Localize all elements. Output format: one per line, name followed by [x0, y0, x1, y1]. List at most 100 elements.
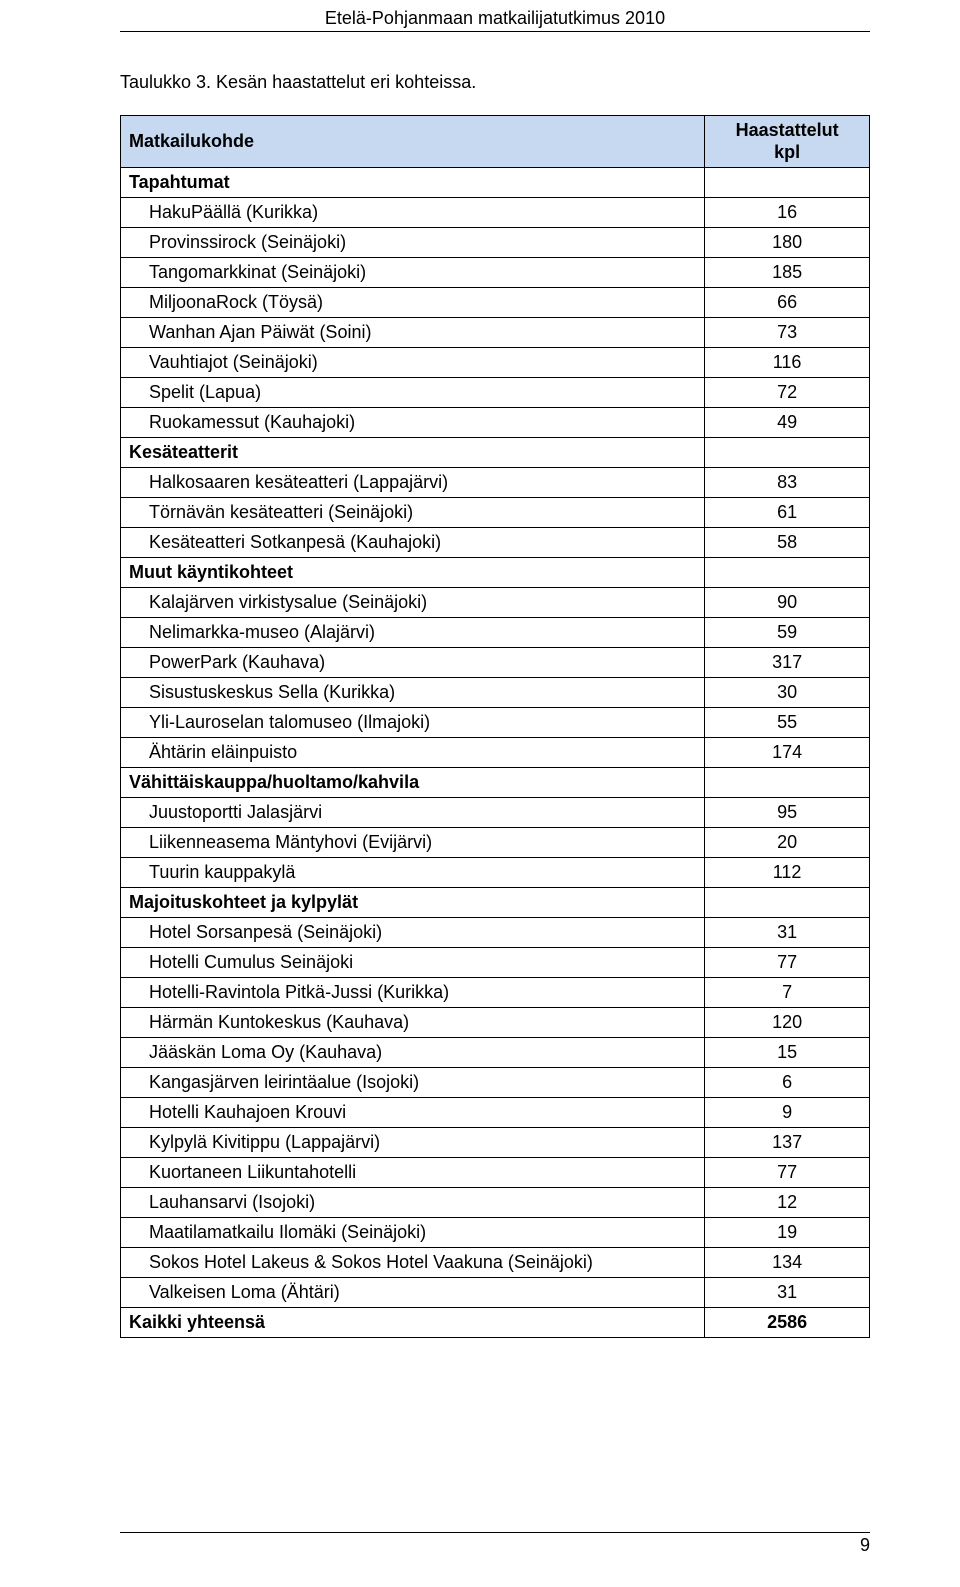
table-row: Nelimarkka-museo (Alajärvi)59: [121, 618, 870, 648]
row-value: 120: [705, 1008, 870, 1038]
table-row: Valkeisen Loma (Ähtäri)31: [121, 1278, 870, 1308]
row-value: 83: [705, 468, 870, 498]
row-value: 90: [705, 588, 870, 618]
section-value-empty: [705, 168, 870, 198]
row-label: Kesäteatteri Sotkanpesä (Kauhajoki): [121, 528, 705, 558]
table-row: Hotel Sorsanpesä (Seinäjoki)31: [121, 918, 870, 948]
table-total-row: Kaikki yhteensä2586: [121, 1308, 870, 1338]
row-label: Hotelli-Ravintola Pitkä-Jussi (Kurikka): [121, 978, 705, 1008]
row-value: 112: [705, 858, 870, 888]
section-title: Tapahtumat: [121, 168, 705, 198]
row-value: 180: [705, 228, 870, 258]
row-value: 16: [705, 198, 870, 228]
table-section-row: Majoituskohteet ja kylpylät: [121, 888, 870, 918]
table-row: Yli-Lauroselan talomuseo (Ilmajoki)55: [121, 708, 870, 738]
row-label: Tangomarkkinat (Seinäjoki): [121, 258, 705, 288]
table-row: Spelit (Lapua)72: [121, 378, 870, 408]
row-label: PowerPark (Kauhava): [121, 648, 705, 678]
row-value: 7: [705, 978, 870, 1008]
table-header-value: Haastattelut kpl: [705, 116, 870, 168]
row-label: Maatilamatkailu Ilomäki (Seinäjoki): [121, 1218, 705, 1248]
table-row: Vauhtiajot (Seinäjoki)116: [121, 348, 870, 378]
row-label: Juustoportti Jalasjärvi: [121, 798, 705, 828]
table-header-label: Matkailukohde: [121, 116, 705, 168]
row-value: 12: [705, 1188, 870, 1218]
table-row: Hotelli Kauhajoen Krouvi9: [121, 1098, 870, 1128]
table-row: Lauhansarvi (Isojoki)12: [121, 1188, 870, 1218]
table-row: Kalajärven virkistysalue (Seinäjoki)90: [121, 588, 870, 618]
row-value: 134: [705, 1248, 870, 1278]
table-row: Hotelli Cumulus Seinäjoki77: [121, 948, 870, 978]
row-label: Törnävän kesäteatteri (Seinäjoki): [121, 498, 705, 528]
row-value: 116: [705, 348, 870, 378]
table-section-row: Kesäteatterit: [121, 438, 870, 468]
row-value: 174: [705, 738, 870, 768]
row-label: Lauhansarvi (Isojoki): [121, 1188, 705, 1218]
table-row: Maatilamatkailu Ilomäki (Seinäjoki)19: [121, 1218, 870, 1248]
table-row: Jääskän Loma Oy (Kauhava)15: [121, 1038, 870, 1068]
table-row: Härmän Kuntokeskus (Kauhava)120: [121, 1008, 870, 1038]
table-row: Törnävän kesäteatteri (Seinäjoki)61: [121, 498, 870, 528]
total-value: 2586: [705, 1308, 870, 1338]
row-value: 20: [705, 828, 870, 858]
row-label: Valkeisen Loma (Ähtäri): [121, 1278, 705, 1308]
table-row: Kuortaneen Liikuntahotelli77: [121, 1158, 870, 1188]
row-label: Halkosaaren kesäteatteri (Lappajärvi): [121, 468, 705, 498]
row-value: 77: [705, 948, 870, 978]
row-value: 19: [705, 1218, 870, 1248]
table-row: Juustoportti Jalasjärvi95: [121, 798, 870, 828]
row-value: 55: [705, 708, 870, 738]
row-value: 72: [705, 378, 870, 408]
total-label: Kaikki yhteensä: [121, 1308, 705, 1338]
row-label: Hotel Sorsanpesä (Seinäjoki): [121, 918, 705, 948]
row-value: 185: [705, 258, 870, 288]
row-value: 6: [705, 1068, 870, 1098]
table-header-value-l2: kpl: [774, 142, 800, 162]
table-section-row: Tapahtumat: [121, 168, 870, 198]
table-row: Liikenneasema Mäntyhovi (Evijärvi)20: [121, 828, 870, 858]
table-caption: Taulukko 3. Kesän haastattelut eri kohte…: [120, 72, 870, 93]
row-label: Yli-Lauroselan talomuseo (Ilmajoki): [121, 708, 705, 738]
section-title: Muut käyntikohteet: [121, 558, 705, 588]
section-title: Vähittäiskauppa/huoltamo/kahvila: [121, 768, 705, 798]
row-value: 95: [705, 798, 870, 828]
row-label: Provinssirock (Seinäjoki): [121, 228, 705, 258]
row-label: Wanhan Ajan Päiwät (Soini): [121, 318, 705, 348]
row-value: 58: [705, 528, 870, 558]
page-number: 9: [120, 1533, 870, 1556]
row-value: 49: [705, 408, 870, 438]
table-row: Tuurin kauppakylä112: [121, 858, 870, 888]
row-value: 61: [705, 498, 870, 528]
row-value: 59: [705, 618, 870, 648]
row-label: Liikenneasema Mäntyhovi (Evijärvi): [121, 828, 705, 858]
row-value: 317: [705, 648, 870, 678]
row-label: Vauhtiajot (Seinäjoki): [121, 348, 705, 378]
row-label: Ruokamessut (Kauhajoki): [121, 408, 705, 438]
row-label: MiljoonaRock (Töysä): [121, 288, 705, 318]
row-value: 15: [705, 1038, 870, 1068]
table-row: MiljoonaRock (Töysä)66: [121, 288, 870, 318]
row-label: Sisustuskeskus Sella (Kurikka): [121, 678, 705, 708]
row-label: Nelimarkka-museo (Alajärvi): [121, 618, 705, 648]
table-row: Sisustuskeskus Sella (Kurikka)30: [121, 678, 870, 708]
table-header-value-l1: Haastattelut: [736, 120, 839, 140]
row-label: Hotelli Kauhajoen Krouvi: [121, 1098, 705, 1128]
section-title: Kesäteatterit: [121, 438, 705, 468]
section-value-empty: [705, 438, 870, 468]
table-section-row: Muut käyntikohteet: [121, 558, 870, 588]
row-label: Kangasjärven leirintäalue (Isojoki): [121, 1068, 705, 1098]
table-row: Provinssirock (Seinäjoki)180: [121, 228, 870, 258]
row-label: Härmän Kuntokeskus (Kauhava): [121, 1008, 705, 1038]
page-footer: 9: [120, 1532, 870, 1557]
table-row: Kesäteatteri Sotkanpesä (Kauhajoki)58: [121, 528, 870, 558]
section-value-empty: [705, 888, 870, 918]
data-table: Matkailukohde Haastattelut kpl Tapahtuma…: [120, 115, 870, 1338]
table-row: Kangasjärven leirintäalue (Isojoki)6: [121, 1068, 870, 1098]
row-label: Jääskän Loma Oy (Kauhava): [121, 1038, 705, 1068]
row-value: 30: [705, 678, 870, 708]
row-label: Kuortaneen Liikuntahotelli: [121, 1158, 705, 1188]
table-row: HakuPäällä (Kurikka)16: [121, 198, 870, 228]
document-header: Etelä-Pohjanmaan matkailijatutkimus 2010: [120, 0, 870, 32]
table-row: Ruokamessut (Kauhajoki)49: [121, 408, 870, 438]
table-row: Halkosaaren kesäteatteri (Lappajärvi)83: [121, 468, 870, 498]
